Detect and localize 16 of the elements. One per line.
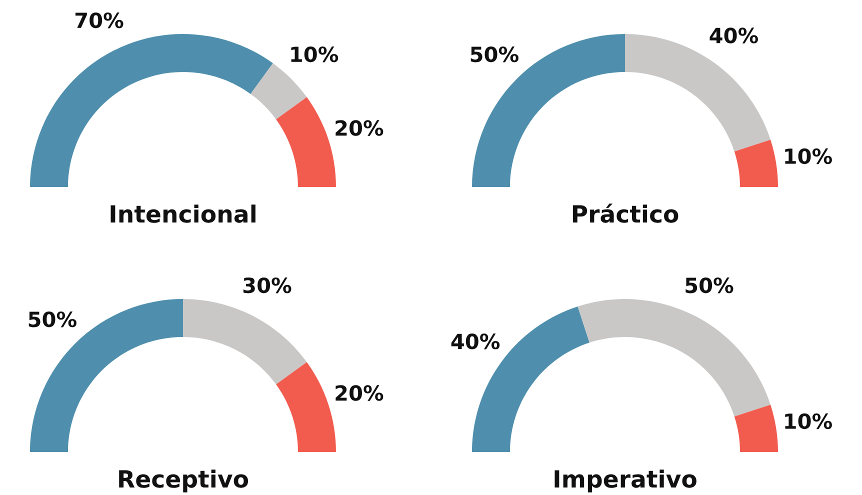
data-label: 10% [785,413,832,430]
data-label: 50% [686,277,734,294]
data-label: 10% [785,148,832,164]
data-label: 50% [28,311,76,328]
text: Receptivo [119,470,248,492]
text: Intencional [110,204,256,223]
text: Imperativo [554,470,696,492]
data-label: 40% [710,28,758,44]
text: Práctico [572,204,678,223]
data-label: 70% [75,12,124,28]
data-label: 30% [243,277,292,294]
data-label: 20% [336,385,384,401]
data-label: 40% [451,334,500,350]
data-label: 50% [470,46,518,62]
data-label: 10% [291,46,338,62]
data-label: 20% [336,120,384,136]
